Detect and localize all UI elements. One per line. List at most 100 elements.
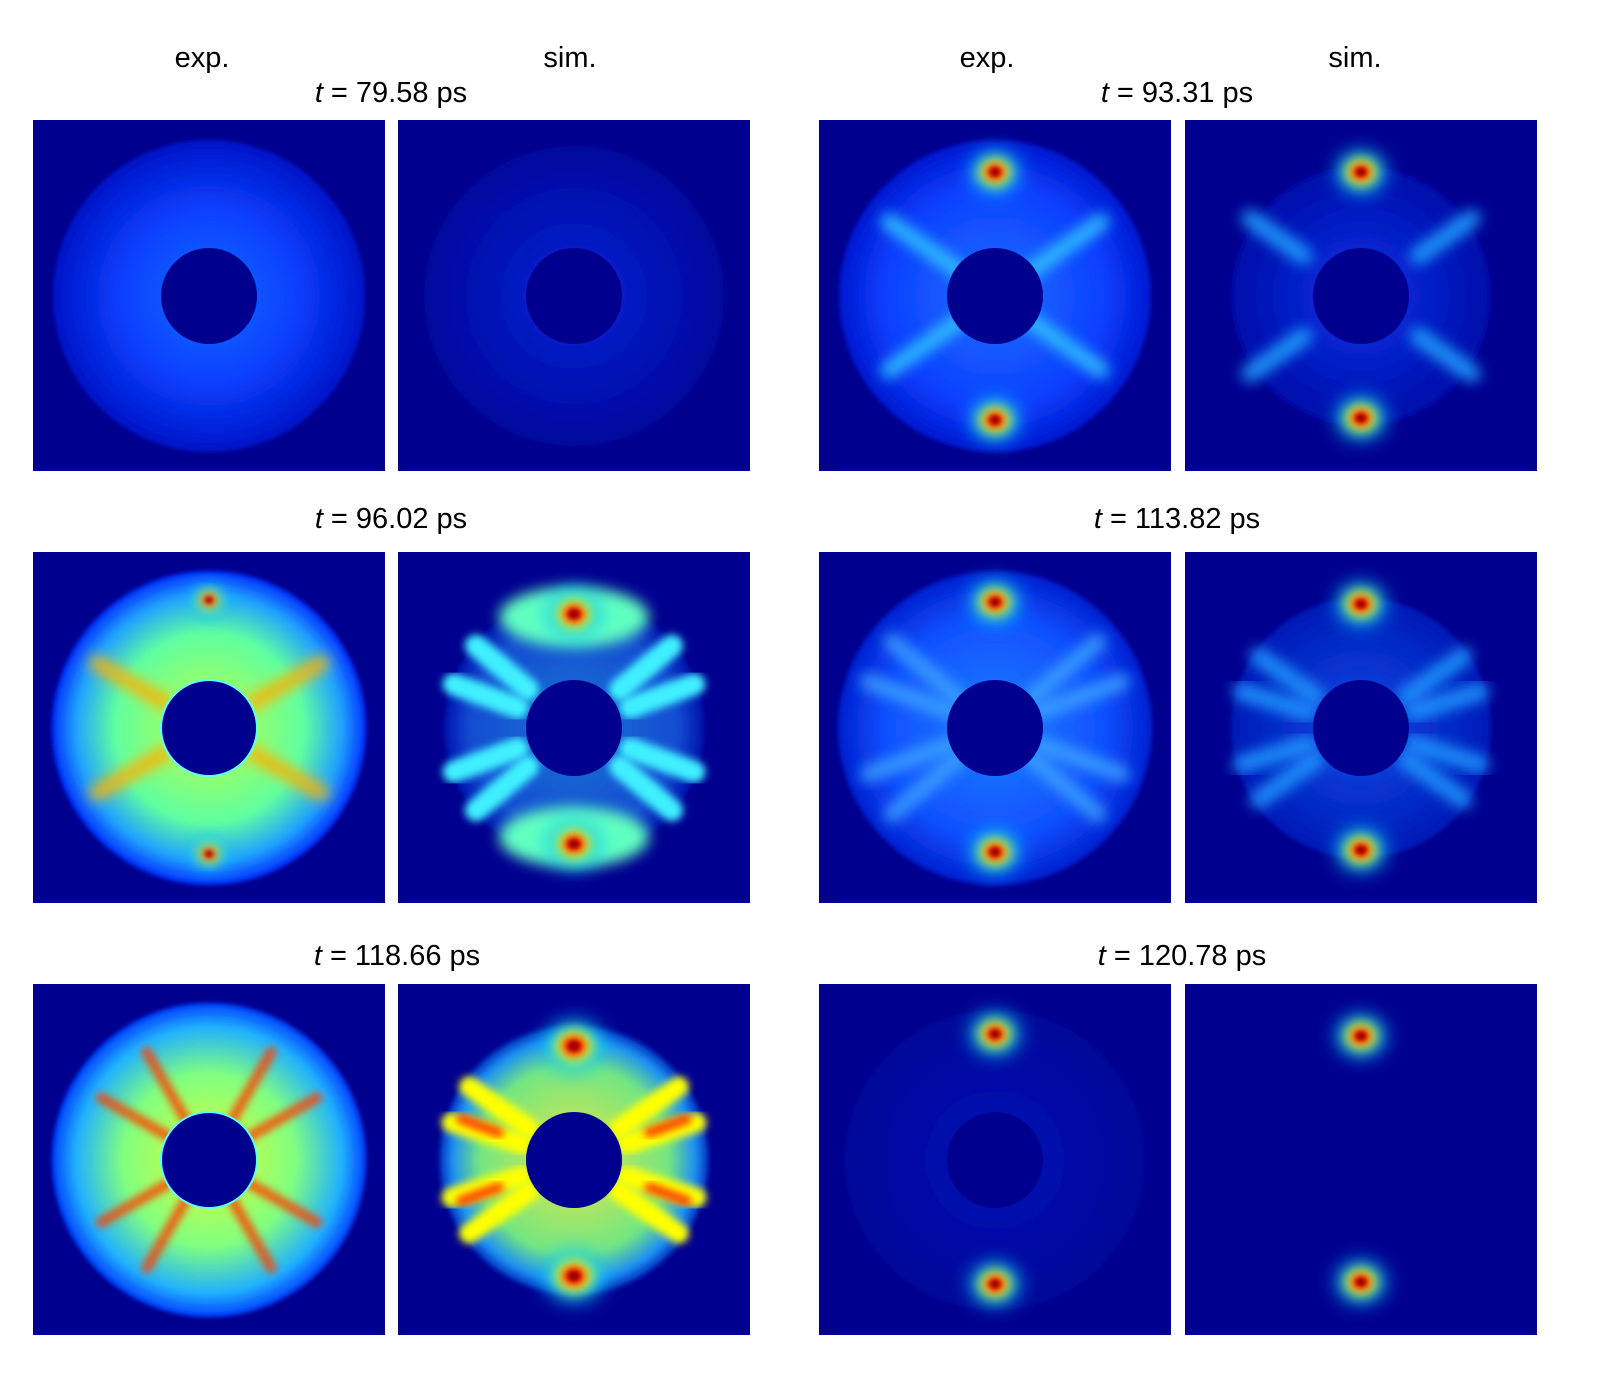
hot-spot (1355, 1277, 1367, 1287)
intensity-streak (880, 213, 971, 282)
intensity-streak (464, 634, 540, 701)
intensity-streak (1249, 647, 1325, 706)
center-hole (947, 1112, 1043, 1208)
center-hole (160, 679, 258, 777)
heatmap-image (1331, 1016, 1391, 1302)
hot-spot (1355, 845, 1367, 855)
hot-spot (567, 1040, 581, 1052)
hot-spot (989, 167, 1001, 177)
hot-spot (989, 847, 1001, 857)
column-header-sim-right: sim. (1328, 42, 1382, 74)
time-label-6: t = 120.78 ps (1097, 940, 1267, 972)
panel-sim-96-02 (398, 552, 750, 903)
hot-spot (989, 1029, 1001, 1039)
heatmap-image (1227, 584, 1495, 870)
heatmap-image (1231, 152, 1491, 438)
heatmap-image (838, 571, 1152, 885)
time-label-1: t = 79.58 ps (314, 77, 468, 109)
column-header-exp-left: exp. (174, 42, 230, 74)
intensity-streak (1021, 748, 1107, 823)
intensity-streak (609, 1076, 689, 1139)
intensity-streak (1241, 327, 1313, 383)
panel-sim-118-66 (398, 984, 750, 1335)
column-header-exp-right: exp. (959, 42, 1015, 74)
intensity-streak (860, 735, 961, 783)
intensity-streak (242, 1092, 323, 1143)
heatmap-image (53, 140, 365, 452)
intensity-streak (1029, 673, 1130, 721)
center-hole (526, 248, 622, 344)
intensity-streak (95, 1092, 176, 1143)
intensity-streak (226, 1046, 277, 1127)
intensity-streak (1397, 647, 1473, 706)
center-hole (160, 1111, 258, 1209)
intensity-streak (95, 1177, 176, 1228)
intensity-streak (442, 673, 529, 719)
heatmap-image (52, 568, 366, 888)
panel-exp-120-78 (819, 984, 1171, 1335)
panel-sim-79-58 (398, 120, 750, 471)
intensity-streak (459, 1076, 539, 1139)
time-label-2: t = 93.31 ps (1100, 77, 1254, 109)
center-hole (947, 248, 1043, 344)
intensity-streak (245, 656, 329, 710)
panel-sim-120-78 (1185, 984, 1537, 1335)
intensity-streak (608, 634, 684, 701)
intensity-streak (89, 746, 173, 800)
heatmap-image (424, 146, 724, 446)
intensity-streak (1404, 682, 1490, 721)
intensity-streak (1232, 735, 1318, 774)
intensity-streak (1249, 750, 1325, 809)
intensity-streak (880, 310, 971, 379)
hot-spot (1355, 167, 1367, 177)
hot-spot (989, 597, 1001, 607)
hot-spot (568, 838, 580, 850)
hot-spot (1355, 599, 1367, 609)
hot-spot (568, 608, 580, 620)
center-hole (1313, 248, 1409, 344)
center-hole (526, 1112, 622, 1208)
intensity-streak (1019, 310, 1110, 379)
hot-spot (989, 1279, 1001, 1289)
intensity-streak (89, 656, 173, 710)
intensity-streak (883, 748, 969, 823)
column-header-sim-left: sim. (543, 42, 597, 74)
heatmap-image (436, 1021, 712, 1301)
intensity-streak (1021, 633, 1107, 708)
intensity-streak (245, 746, 329, 800)
panel-exp-96-02 (33, 552, 385, 903)
heatmap-image (52, 1003, 366, 1317)
center-hole (1313, 680, 1409, 776)
center-hole (526, 680, 622, 776)
intensity-streak (226, 1193, 277, 1274)
intensity-streak (1019, 213, 1110, 282)
intensity-streak (644, 1182, 692, 1207)
intensity-streak (456, 1182, 504, 1207)
panel-exp-93-31 (819, 120, 1171, 471)
intensity-streak (619, 673, 706, 719)
hot-spot (989, 415, 1001, 425)
intensity-streak (1409, 327, 1481, 383)
center-hole (161, 248, 257, 344)
intensity-streak (459, 1181, 539, 1244)
hot-spot (567, 1270, 581, 1282)
intensity-streak (242, 1177, 323, 1228)
intensity-streak (141, 1193, 192, 1274)
time-label-3: t = 96.02 ps (314, 503, 468, 535)
panel-exp-118-66 (33, 984, 385, 1335)
panel-sim-113-82 (1185, 552, 1537, 903)
time-label-5: t = 118.66 ps (313, 940, 481, 972)
intensity-streak (1029, 735, 1130, 783)
panel-sim-93-31 (1185, 120, 1537, 471)
heatmap-image (435, 587, 713, 867)
intensity-streak (608, 755, 684, 822)
intensity-streak (464, 755, 540, 822)
time-label-4: t = 113.82 ps (1093, 503, 1261, 535)
intensity-streak (644, 1113, 692, 1138)
heatmap-image (845, 1010, 1145, 1310)
hot-spot (205, 850, 213, 858)
intensity-streak (1232, 682, 1318, 721)
hot-spot (1355, 413, 1367, 423)
intensity-streak (609, 1181, 689, 1244)
heatmap-image (839, 140, 1151, 452)
